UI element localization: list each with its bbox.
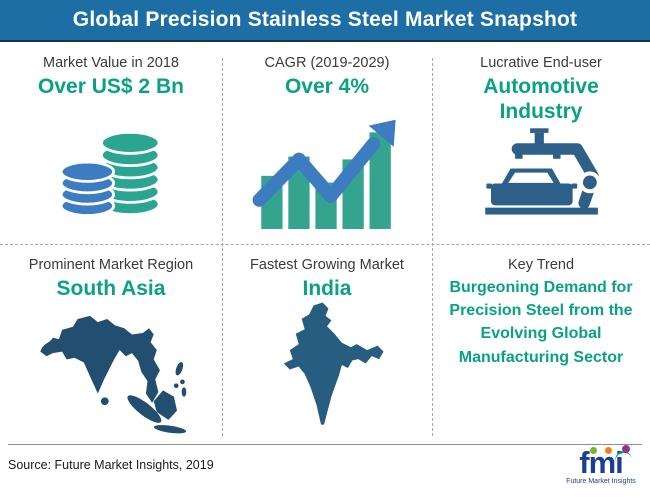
panel-label: Lucrative End-user — [480, 55, 602, 71]
column-separator — [432, 58, 433, 436]
page-title: Global Precision Stainless Steel Market … — [72, 8, 578, 31]
logo-purple-dot-icon — [622, 445, 630, 453]
south-asia-map-icon — [40, 316, 187, 434]
logo-orange-dot-icon — [605, 447, 612, 454]
panel-value: Over US$ 2 Bn — [38, 75, 184, 98]
panel-value: Burgeoning Demand for Precision Steel fr… — [449, 279, 633, 366]
panel-key-trend: Key Trend Burgeoning Demand for Precisio… — [432, 244, 650, 444]
growth-arrow-chart-icon — [252, 119, 396, 230]
fmi-logo: fmi Future Market Insights — [560, 445, 642, 486]
panel-value: India — [302, 277, 352, 300]
automotive-robot-arm-icon — [485, 128, 601, 215]
panel-cagr: CAGR (2019-2029) Over 4% — [222, 42, 432, 244]
panel-end-user: Lucrative End-user Automotive Industry — [432, 42, 650, 244]
panel-region: Prominent Market Region South Asia — [0, 244, 222, 444]
panel-label: Market Value in 2018 — [43, 55, 179, 71]
row-separator — [0, 244, 650, 245]
logo-tagline: Future Market Insights — [566, 478, 636, 486]
panel-value: South Asia — [56, 277, 166, 300]
logo-text: fmi — [579, 445, 624, 480]
panel-label: Key Trend — [507, 257, 575, 273]
panel-value: Automotive Industry — [483, 75, 599, 124]
panel-label: Fastest Growing Market — [250, 257, 404, 273]
footer: Source: Future Market Insights, 2019 fmi… — [8, 444, 642, 500]
column-separator — [222, 58, 223, 436]
logo-green-dot-icon — [590, 447, 597, 454]
snapshot-grid: Market Value in 2018 Over US$ 2 Bn — [0, 42, 650, 444]
panel-label: CAGR (2019-2029) — [264, 55, 390, 71]
india-map-icon — [283, 302, 384, 425]
source-note: Source: Future Market Insights, 2019 — [8, 458, 214, 472]
panel-value: Over 4% — [284, 75, 370, 98]
panel-label: Prominent Market Region — [28, 257, 194, 273]
coin-stacks-icon — [59, 131, 161, 218]
title-banner: Global Precision Stainless Steel Market … — [0, 0, 650, 42]
panel-fastest-growing: Fastest Growing Market India — [222, 244, 432, 444]
panel-market-value: Market Value in 2018 Over US$ 2 Bn — [0, 42, 222, 244]
